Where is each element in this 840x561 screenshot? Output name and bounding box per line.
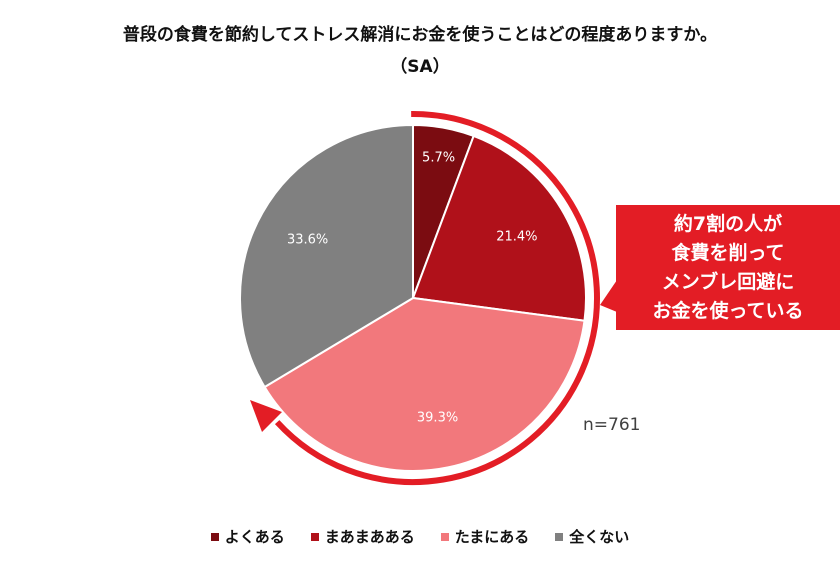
legend-label: よくある: [224, 528, 285, 546]
annotation-arc: [274, 111, 600, 485]
legend: よくある まあまあある たまにある 全くない: [0, 526, 840, 547]
legend-item: 全くない: [555, 526, 629, 547]
legend-swatch: [210, 532, 219, 541]
data-label: 39.3%: [417, 411, 458, 426]
legend-item: たまにある: [440, 526, 530, 547]
pie-slice: [239, 123, 414, 389]
annotation-callout: 約7割の人が 食費を削って メンブレ回避に お金を使っている: [616, 205, 840, 330]
annotation-line: 食費を削って: [671, 241, 785, 264]
pie-slice: [263, 296, 586, 472]
pie-slice: [411, 134, 587, 322]
sample-size: n=761: [583, 415, 641, 435]
data-label: 5.7%: [422, 151, 455, 166]
legend-item: まあまあある: [310, 526, 415, 547]
annotation-line: メンブレ回避に: [661, 270, 795, 293]
legend-label: まあまあある: [324, 528, 415, 546]
legend-label: 全くない: [569, 528, 630, 546]
data-label: 33.6%: [287, 232, 328, 247]
arrowhead-icon: [250, 400, 282, 432]
data-label: 21.4%: [496, 230, 537, 245]
annotation-line: 約7割の人が: [673, 212, 783, 235]
annotation-line: お金を使っている: [652, 299, 804, 322]
legend-swatch: [310, 532, 319, 541]
legend-label: たまにある: [454, 528, 530, 546]
legend-item: よくある: [210, 526, 285, 547]
legend-swatch: [440, 532, 449, 541]
chart-title: 普段の食費を節約してストレス解消にお金を使うことはどの程度ありますか。: [122, 25, 718, 45]
chart-subtitle: （SA）: [390, 57, 450, 77]
legend-swatch: [555, 532, 564, 541]
callout-pointer: [600, 280, 617, 312]
